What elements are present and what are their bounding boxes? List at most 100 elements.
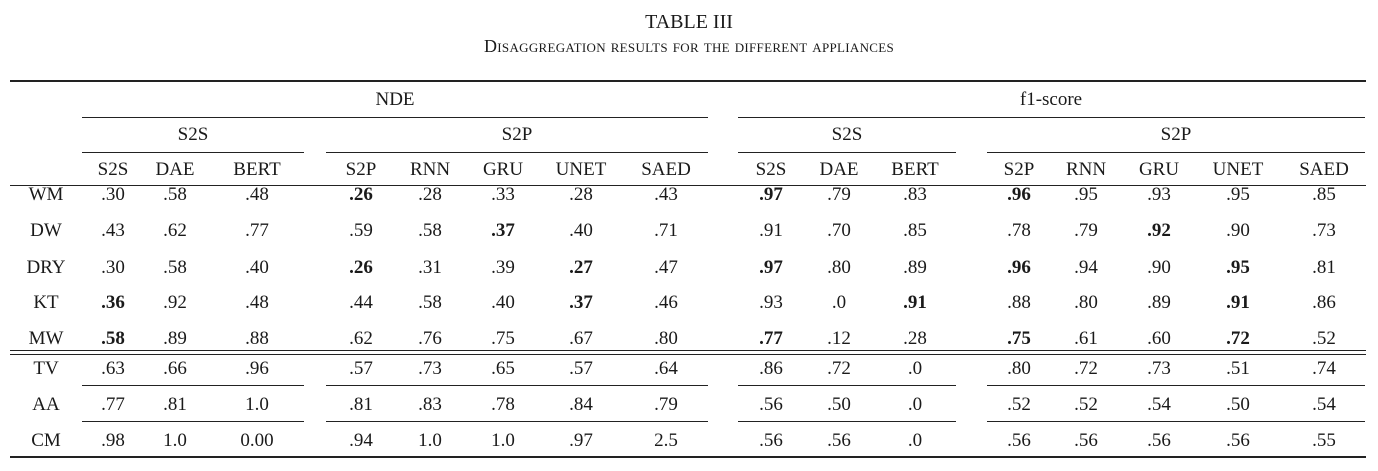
table-cell: .88	[245, 328, 269, 349]
table-cell: .85	[1312, 184, 1336, 205]
table-cell: .77	[101, 394, 125, 415]
row-label: TV	[33, 358, 59, 379]
table-cell: .81	[349, 394, 373, 415]
table-cell: .58	[418, 220, 442, 241]
table-cell: .0	[907, 430, 923, 451]
table-cell: .93	[759, 292, 783, 313]
table-cell: .72	[1226, 328, 1250, 349]
table-cell: .71	[654, 220, 678, 241]
table-cell: .28	[418, 184, 442, 205]
column-header: GRU	[482, 159, 524, 180]
table-cell: .79	[654, 394, 678, 415]
table-cell: .44	[349, 292, 373, 313]
table-cell: .37	[491, 220, 515, 241]
table-cell: .91	[903, 292, 927, 313]
column-header: RNN	[1065, 159, 1107, 180]
table-cell: .70	[827, 220, 851, 241]
column-header: S2S	[97, 159, 129, 180]
table-cell: .97	[759, 257, 783, 278]
table-cell: .52	[1074, 394, 1098, 415]
table-cell: .72	[1074, 358, 1098, 379]
table-cell: .95	[1074, 184, 1098, 205]
table-cell: .95	[1226, 184, 1250, 205]
table-cell: .73	[418, 358, 442, 379]
table-cell: .40	[569, 220, 593, 241]
table-cell: .50	[1226, 394, 1250, 415]
table-cell: 2.5	[654, 430, 678, 451]
row-label: MW	[28, 328, 64, 349]
table-cell: .89	[903, 257, 927, 278]
table-cell: .26	[349, 184, 373, 205]
bottom-rule	[10, 456, 1366, 458]
row-label: CM	[31, 430, 61, 451]
subgroup-rule-nde-s2p	[326, 152, 708, 153]
subgroup-rule-f1-s2s	[738, 152, 956, 153]
table-cell: .27	[569, 257, 593, 278]
table-cell: .74	[1312, 358, 1336, 379]
row-label: WM	[28, 184, 64, 205]
double-rule-bottom	[10, 354, 1366, 355]
table-cell: .54	[1147, 394, 1171, 415]
table-cell: .47	[654, 257, 678, 278]
row-label: KT	[33, 292, 59, 313]
table-cell: .66	[163, 358, 187, 379]
table-cell: .92	[1147, 220, 1171, 241]
table-cell: .84	[569, 394, 593, 415]
table-cell: .56	[827, 430, 851, 451]
table-cell: .80	[1007, 358, 1031, 379]
table-cell: .28	[569, 184, 593, 205]
table-cell: .62	[349, 328, 373, 349]
table-cell: .43	[101, 220, 125, 241]
table-cell: .65	[491, 358, 515, 379]
group-header-nde: NDE	[375, 89, 415, 110]
row-rule-tv-nde-s2s	[82, 385, 304, 386]
table-cell: .79	[827, 184, 851, 205]
table-cell: .89	[1147, 292, 1171, 313]
table-cell: .73	[1312, 220, 1336, 241]
table-cell: .64	[654, 358, 678, 379]
table-cell: .28	[903, 328, 927, 349]
table-cell: .90	[1147, 257, 1171, 278]
group-header-f1: f1-score	[1019, 89, 1083, 110]
table-cell: .59	[349, 220, 373, 241]
column-header: UNET	[1212, 159, 1264, 180]
row-rule-tv-f1-s2p	[987, 385, 1365, 386]
table-cell: .54	[1312, 394, 1336, 415]
table-cell: .37	[569, 292, 593, 313]
table-cell: .12	[827, 328, 851, 349]
table-cell: .80	[654, 328, 678, 349]
column-header: S2S	[755, 159, 787, 180]
table-cell: .92	[163, 292, 187, 313]
table-cell: .77	[759, 328, 783, 349]
table-cell: .0	[907, 394, 923, 415]
table-cell: .56	[759, 430, 783, 451]
table-cell: .75	[1007, 328, 1031, 349]
table-cell: .85	[903, 220, 927, 241]
table-cell: .88	[1007, 292, 1031, 313]
table-cell: .98	[101, 430, 125, 451]
table-cell: .51	[1226, 358, 1250, 379]
table-cell: .91	[759, 220, 783, 241]
row-label: DRY	[26, 257, 66, 278]
group-rule-nde	[82, 117, 708, 118]
column-header: SAED	[1299, 159, 1349, 180]
table-cell: .30	[101, 257, 125, 278]
column-header: DAE	[155, 159, 195, 180]
table-title: TABLE III	[645, 11, 733, 33]
table-cell: .81	[1312, 257, 1336, 278]
table-cell: .36	[101, 292, 125, 313]
table-cell: .94	[1074, 257, 1098, 278]
row-rule-aa-nde-s2s	[82, 421, 304, 422]
column-header: SAED	[641, 159, 691, 180]
table-cell: 1.0	[163, 430, 187, 451]
table-cell: .50	[827, 394, 851, 415]
table-cell: .61	[1074, 328, 1098, 349]
table-cell: .72	[827, 358, 851, 379]
column-header: S2P	[345, 159, 377, 180]
column-header: RNN	[409, 159, 451, 180]
group-rule-f1	[738, 117, 1365, 118]
row-rule-tv-nde-s2p	[326, 385, 708, 386]
header-bottom-rule	[10, 185, 1366, 186]
row-label: AA	[32, 394, 60, 415]
table-cell: .90	[1226, 220, 1250, 241]
